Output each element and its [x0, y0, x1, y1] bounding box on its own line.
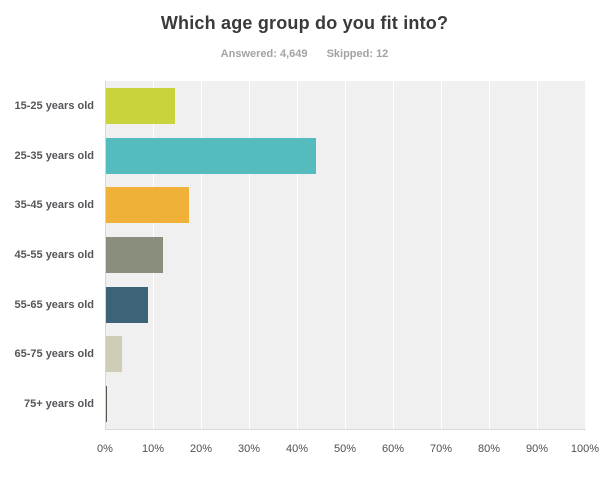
x-tick-30: 30%	[237, 443, 261, 455]
x-tick-100: 100%	[570, 443, 600, 455]
grid-line-70	[441, 81, 442, 429]
grid-line-100	[585, 81, 586, 429]
x-tick-10: 10%	[141, 443, 165, 455]
chart-bar-45-55-years-old[interactable]	[106, 237, 164, 273]
grid-line-30	[249, 81, 250, 429]
category-label-45-55-years-old: 45-55 years old	[14, 248, 95, 261]
x-tick-20: 20%	[189, 443, 213, 455]
grid-line-80	[489, 81, 490, 429]
plot-area	[105, 81, 586, 430]
grid-line-90	[537, 81, 538, 429]
chart-bar-55-65-years-old[interactable]	[106, 286, 148, 323]
category-label-35-45-years-old: 35-45 years old	[14, 199, 95, 212]
category-label-15-25-years-old: 15-25 years old	[14, 99, 95, 112]
grid-line-40	[297, 81, 298, 429]
chart-bar-75-years-old[interactable]	[106, 386, 108, 423]
grid-line-50	[345, 81, 346, 429]
chart-title: Which age group do you fit into?	[160, 13, 449, 33]
x-axis: 0% 10% 20% 30% 40% 50% 60% 70% 80% 90% 100%	[97, 443, 599, 463]
category-label-75-years-old: 75+ years old	[23, 398, 94, 411]
x-tick-60: 60%	[381, 443, 405, 455]
category-label-65-75-years-old: 65-75 years old	[14, 348, 95, 361]
y-axis-labels: 15-25 years old 25-35 years old 35-45 year…	[0, 81, 105, 430]
x-tick-80: 80%	[477, 443, 501, 455]
x-tick-50: 50%	[333, 443, 357, 455]
chart-bar-35-45-years-old[interactable]	[106, 187, 190, 224]
bar-chart: 15-25 years old 25-35 years old 35-45 year…	[0, 81, 609, 463]
skipped-count: Skipped: 12	[326, 48, 389, 60]
chart-body: 15-25 years old 25-35 years old 35-45 year…	[0, 81, 609, 430]
chart-bar-65-75-years-old[interactable]	[106, 336, 122, 373]
answered-count: Answered: 4,649	[220, 48, 308, 60]
category-label-25-35-years-old: 25-35 years old	[14, 149, 95, 162]
x-tick-0: 0%	[97, 443, 113, 455]
x-tick-90: 90%	[525, 443, 549, 455]
x-tick-40: 40%	[285, 443, 309, 455]
grid-line-60	[393, 81, 394, 429]
grid-line-20	[201, 81, 202, 429]
chart-bar-15-25-years-old[interactable]	[106, 87, 175, 124]
x-tick-70: 70%	[429, 443, 453, 455]
chart-subtitle: Answered: 4,649 Skipped: 12	[0, 48, 609, 60]
category-label-55-65-years-old: 55-65 years old	[14, 298, 95, 311]
chart-bar-25-35-years-old[interactable]	[106, 137, 317, 174]
